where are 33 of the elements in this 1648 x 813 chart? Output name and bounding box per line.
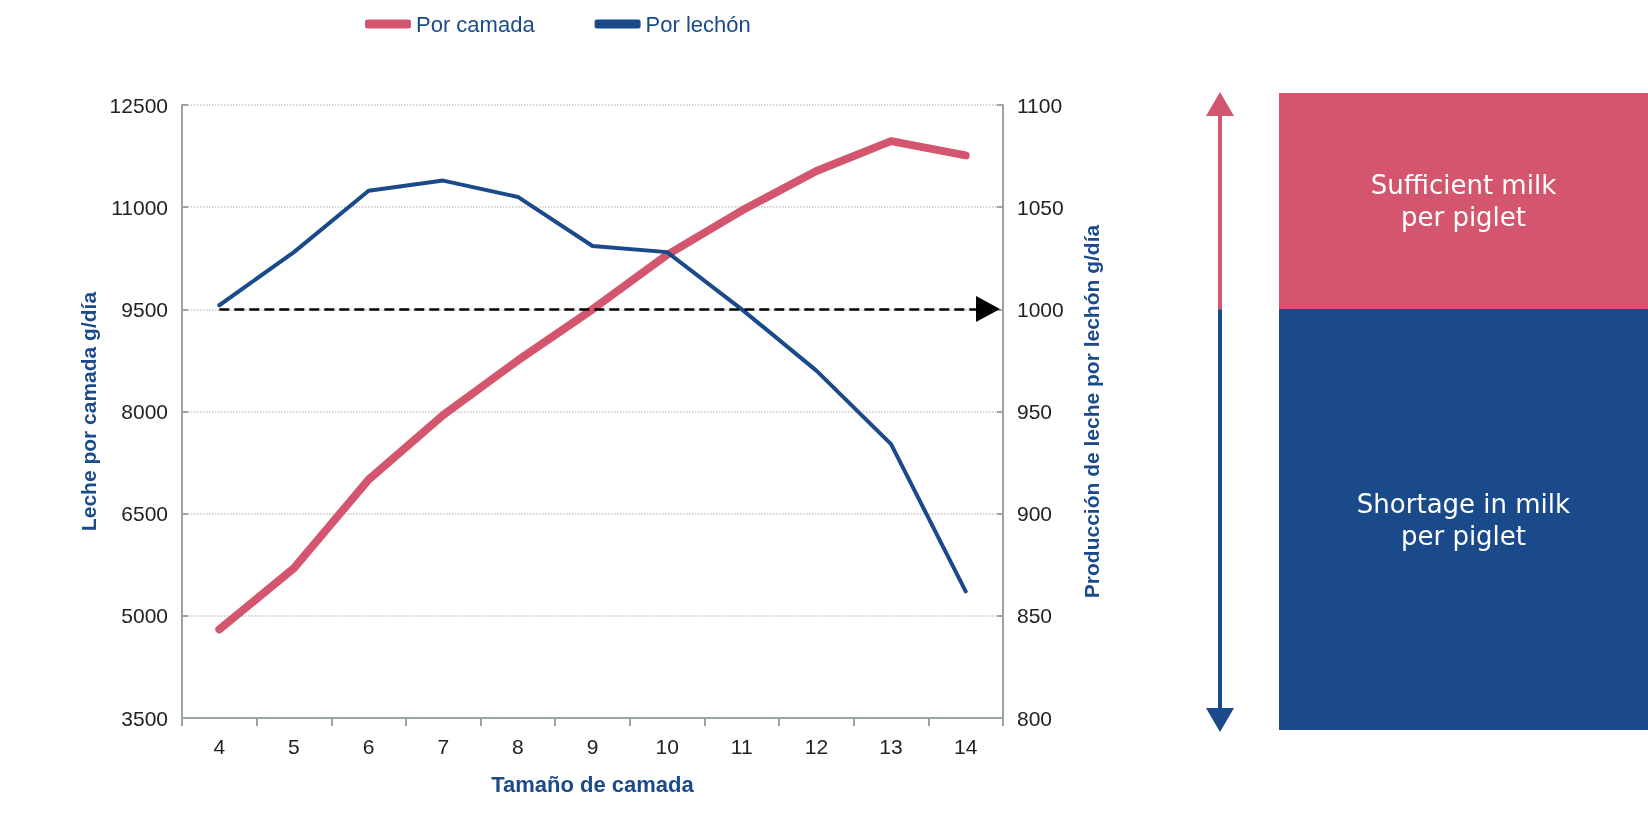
y-tick-label: 3500	[121, 706, 168, 730]
x-tick-label: 7	[437, 735, 450, 758]
x-tick-label: 12	[804, 735, 829, 758]
x-tick-label: 9	[586, 735, 599, 758]
x-tick-label: 6	[362, 735, 375, 758]
x-tick-label: 8	[512, 735, 524, 758]
y2-tick-label: 950	[1017, 400, 1053, 423]
x-tick-label: 11	[730, 735, 753, 758]
text: Shortage in milk per piglet	[1355, 487, 1572, 552]
y-tick-label: 11000	[111, 195, 168, 219]
x-tick-label: 10	[655, 735, 679, 758]
x-tick-label: 14	[954, 735, 978, 758]
y2-tick-label: 1100	[1017, 93, 1063, 117]
y2-axis-title: Producción de leche por lechón g/día	[1080, 224, 1103, 599]
y-tick-label: 8000	[121, 400, 168, 423]
y-axis-title: Leche por camada g/día	[76, 291, 100, 532]
line-series	[217, 178, 968, 594]
y-tick-label: 9500	[121, 297, 168, 321]
y-tick-label: 12500	[109, 93, 168, 117]
y-tick-label: 5000	[121, 604, 168, 628]
y2-tick-label: 800	[1017, 706, 1053, 730]
y2-tick-label: 850	[1017, 604, 1053, 628]
x-tick-label: 5	[288, 735, 300, 758]
x-axis-title: Tamaño de camada	[491, 771, 695, 797]
y2-tick-label: 1050	[1017, 195, 1064, 219]
text: Sufficient milk per piglet	[1369, 169, 1558, 234]
y2-tick-label: 1000	[1017, 297, 1064, 321]
x-tick-label: 13	[879, 735, 903, 758]
y2-tick-label: 900	[1017, 502, 1053, 526]
legend-label: Por lechón	[645, 11, 751, 37]
x-tick-label: 4	[213, 735, 226, 758]
legend-label: Por camada	[416, 11, 536, 37]
y-tick-label: 6500	[121, 502, 168, 526]
